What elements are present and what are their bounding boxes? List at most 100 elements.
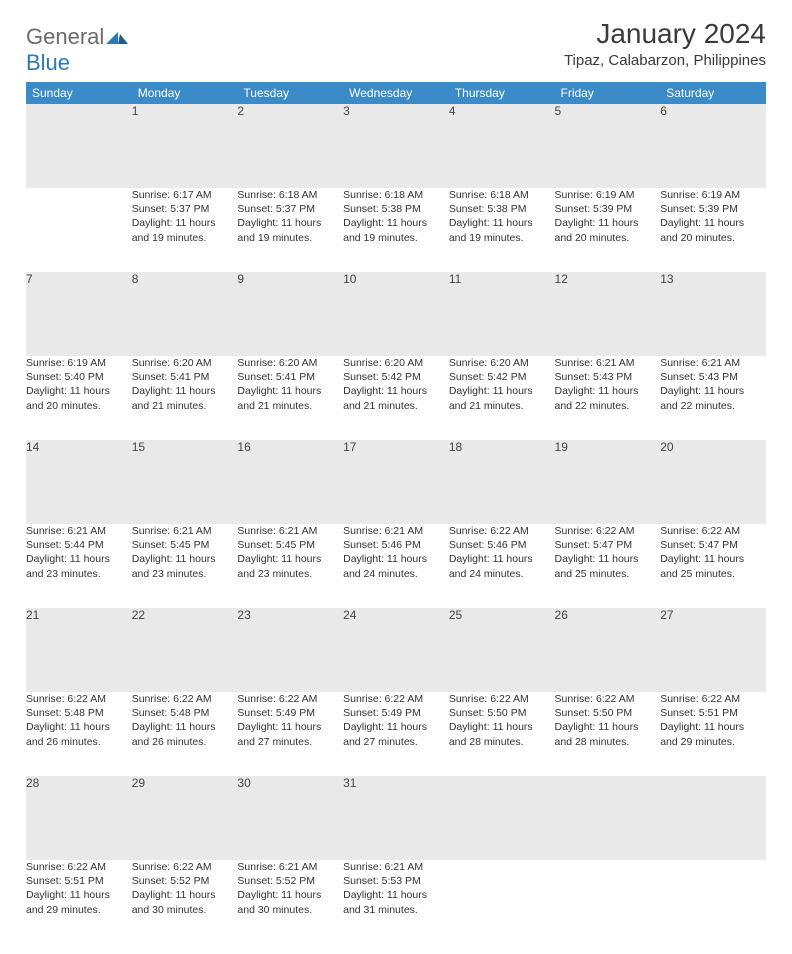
day-content-cell: Sunrise: 6:21 AMSunset: 5:43 PMDaylight:… <box>660 356 766 440</box>
day-number-cell <box>660 776 766 860</box>
day-number-cell: 2 <box>237 104 343 188</box>
day-number-row: 28293031 <box>26 776 766 860</box>
day-dl2: and 23 minutes. <box>237 567 343 581</box>
day-dl2: and 22 minutes. <box>660 399 766 413</box>
day-dl1: Daylight: 11 hours <box>343 888 449 902</box>
day-sunrise: Sunrise: 6:22 AM <box>449 524 555 538</box>
day-content-cell: Sunrise: 6:22 AMSunset: 5:46 PMDaylight:… <box>449 524 555 608</box>
day-content-cell: Sunrise: 6:21 AMSunset: 5:44 PMDaylight:… <box>26 524 132 608</box>
day-number-cell: 24 <box>343 608 449 692</box>
day-sunrise: Sunrise: 6:19 AM <box>555 188 661 202</box>
day-sunset: Sunset: 5:38 PM <box>449 202 555 216</box>
day-dl2: and 25 minutes. <box>555 567 661 581</box>
day-content-cell: Sunrise: 6:22 AMSunset: 5:51 PMDaylight:… <box>660 692 766 776</box>
day-number-cell: 30 <box>237 776 343 860</box>
day-number: 10 <box>343 272 356 286</box>
day-dl1: Daylight: 11 hours <box>132 720 238 734</box>
day-dl2: and 29 minutes. <box>660 735 766 749</box>
day-sunrise: Sunrise: 6:18 AM <box>343 188 449 202</box>
day-sunrise: Sunrise: 6:19 AM <box>660 188 766 202</box>
day-dl1: Daylight: 11 hours <box>132 888 238 902</box>
day-content-cell: Sunrise: 6:20 AMSunset: 5:41 PMDaylight:… <box>237 356 343 440</box>
day-sunrise: Sunrise: 6:22 AM <box>660 692 766 706</box>
day-number-cell: 22 <box>132 608 238 692</box>
day-number-cell: 23 <box>237 608 343 692</box>
day-number: 9 <box>237 272 244 286</box>
day-header: Wednesday <box>343 82 449 104</box>
day-dl1: Daylight: 11 hours <box>660 720 766 734</box>
day-number: 17 <box>343 440 356 454</box>
day-dl1: Daylight: 11 hours <box>555 216 661 230</box>
day-sunrise: Sunrise: 6:21 AM <box>343 524 449 538</box>
day-dl1: Daylight: 11 hours <box>26 720 132 734</box>
day-content-cell: Sunrise: 6:22 AMSunset: 5:51 PMDaylight:… <box>26 860 132 944</box>
day-sunset: Sunset: 5:37 PM <box>132 202 238 216</box>
logo-text: GeneralBlue <box>26 24 128 76</box>
day-content-cell: Sunrise: 6:22 AMSunset: 5:48 PMDaylight:… <box>26 692 132 776</box>
day-sunset: Sunset: 5:52 PM <box>237 874 343 888</box>
day-number: 18 <box>449 440 462 454</box>
day-dl1: Daylight: 11 hours <box>237 216 343 230</box>
day-header: Tuesday <box>237 82 343 104</box>
day-content-cell: Sunrise: 6:21 AMSunset: 5:52 PMDaylight:… <box>237 860 343 944</box>
day-dl2: and 19 minutes. <box>343 231 449 245</box>
day-content-cell: Sunrise: 6:22 AMSunset: 5:52 PMDaylight:… <box>132 860 238 944</box>
day-sunset: Sunset: 5:46 PM <box>343 538 449 552</box>
day-content-cell: Sunrise: 6:21 AMSunset: 5:46 PMDaylight:… <box>343 524 449 608</box>
day-dl2: and 23 minutes. <box>26 567 132 581</box>
day-dl1: Daylight: 11 hours <box>132 384 238 398</box>
day-sunset: Sunset: 5:39 PM <box>660 202 766 216</box>
day-sunset: Sunset: 5:42 PM <box>449 370 555 384</box>
day-sunrise: Sunrise: 6:21 AM <box>237 524 343 538</box>
day-dl2: and 30 minutes. <box>237 903 343 917</box>
day-sunset: Sunset: 5:47 PM <box>660 538 766 552</box>
day-number-cell <box>449 776 555 860</box>
day-content-cell: Sunrise: 6:18 AMSunset: 5:37 PMDaylight:… <box>237 188 343 272</box>
day-sunrise: Sunrise: 6:22 AM <box>555 524 661 538</box>
day-number: 20 <box>660 440 673 454</box>
day-number-cell: 4 <box>449 104 555 188</box>
day-content-cell: Sunrise: 6:18 AMSunset: 5:38 PMDaylight:… <box>449 188 555 272</box>
logo-word2: Blue <box>26 50 70 75</box>
day-number-cell: 25 <box>449 608 555 692</box>
day-content-cell: Sunrise: 6:17 AMSunset: 5:37 PMDaylight:… <box>132 188 238 272</box>
day-number-cell <box>555 776 661 860</box>
day-number: 25 <box>449 608 462 622</box>
day-dl1: Daylight: 11 hours <box>343 216 449 230</box>
day-sunset: Sunset: 5:41 PM <box>237 370 343 384</box>
day-number-cell: 6 <box>660 104 766 188</box>
day-sunrise: Sunrise: 6:22 AM <box>555 692 661 706</box>
day-dl2: and 21 minutes. <box>343 399 449 413</box>
day-number: 19 <box>555 440 568 454</box>
day-content-row: Sunrise: 6:22 AMSunset: 5:48 PMDaylight:… <box>26 692 766 776</box>
day-dl2: and 27 minutes. <box>343 735 449 749</box>
day-number-cell: 17 <box>343 440 449 524</box>
day-number-cell: 10 <box>343 272 449 356</box>
day-sunrise: Sunrise: 6:22 AM <box>132 860 238 874</box>
day-number-cell: 29 <box>132 776 238 860</box>
day-number-cell: 13 <box>660 272 766 356</box>
day-sunrise: Sunrise: 6:17 AM <box>132 188 238 202</box>
day-dl1: Daylight: 11 hours <box>555 552 661 566</box>
day-content-cell: Sunrise: 6:19 AMSunset: 5:39 PMDaylight:… <box>660 188 766 272</box>
day-dl1: Daylight: 11 hours <box>237 720 343 734</box>
day-dl1: Daylight: 11 hours <box>132 216 238 230</box>
day-number-cell: 26 <box>555 608 661 692</box>
day-dl1: Daylight: 11 hours <box>237 552 343 566</box>
day-number: 4 <box>449 104 456 118</box>
day-number: 31 <box>343 776 356 790</box>
day-header: Monday <box>132 82 238 104</box>
day-number-cell <box>26 104 132 188</box>
day-number-cell: 9 <box>237 272 343 356</box>
day-number-cell: 31 <box>343 776 449 860</box>
day-content-cell <box>449 860 555 944</box>
day-sunrise: Sunrise: 6:22 AM <box>26 692 132 706</box>
day-dl2: and 24 minutes. <box>449 567 555 581</box>
day-content-cell: Sunrise: 6:21 AMSunset: 5:45 PMDaylight:… <box>132 524 238 608</box>
day-number-cell: 28 <box>26 776 132 860</box>
day-sunset: Sunset: 5:44 PM <box>26 538 132 552</box>
day-number-cell: 16 <box>237 440 343 524</box>
day-dl1: Daylight: 11 hours <box>237 384 343 398</box>
day-sunset: Sunset: 5:49 PM <box>237 706 343 720</box>
day-content-cell: Sunrise: 6:21 AMSunset: 5:45 PMDaylight:… <box>237 524 343 608</box>
